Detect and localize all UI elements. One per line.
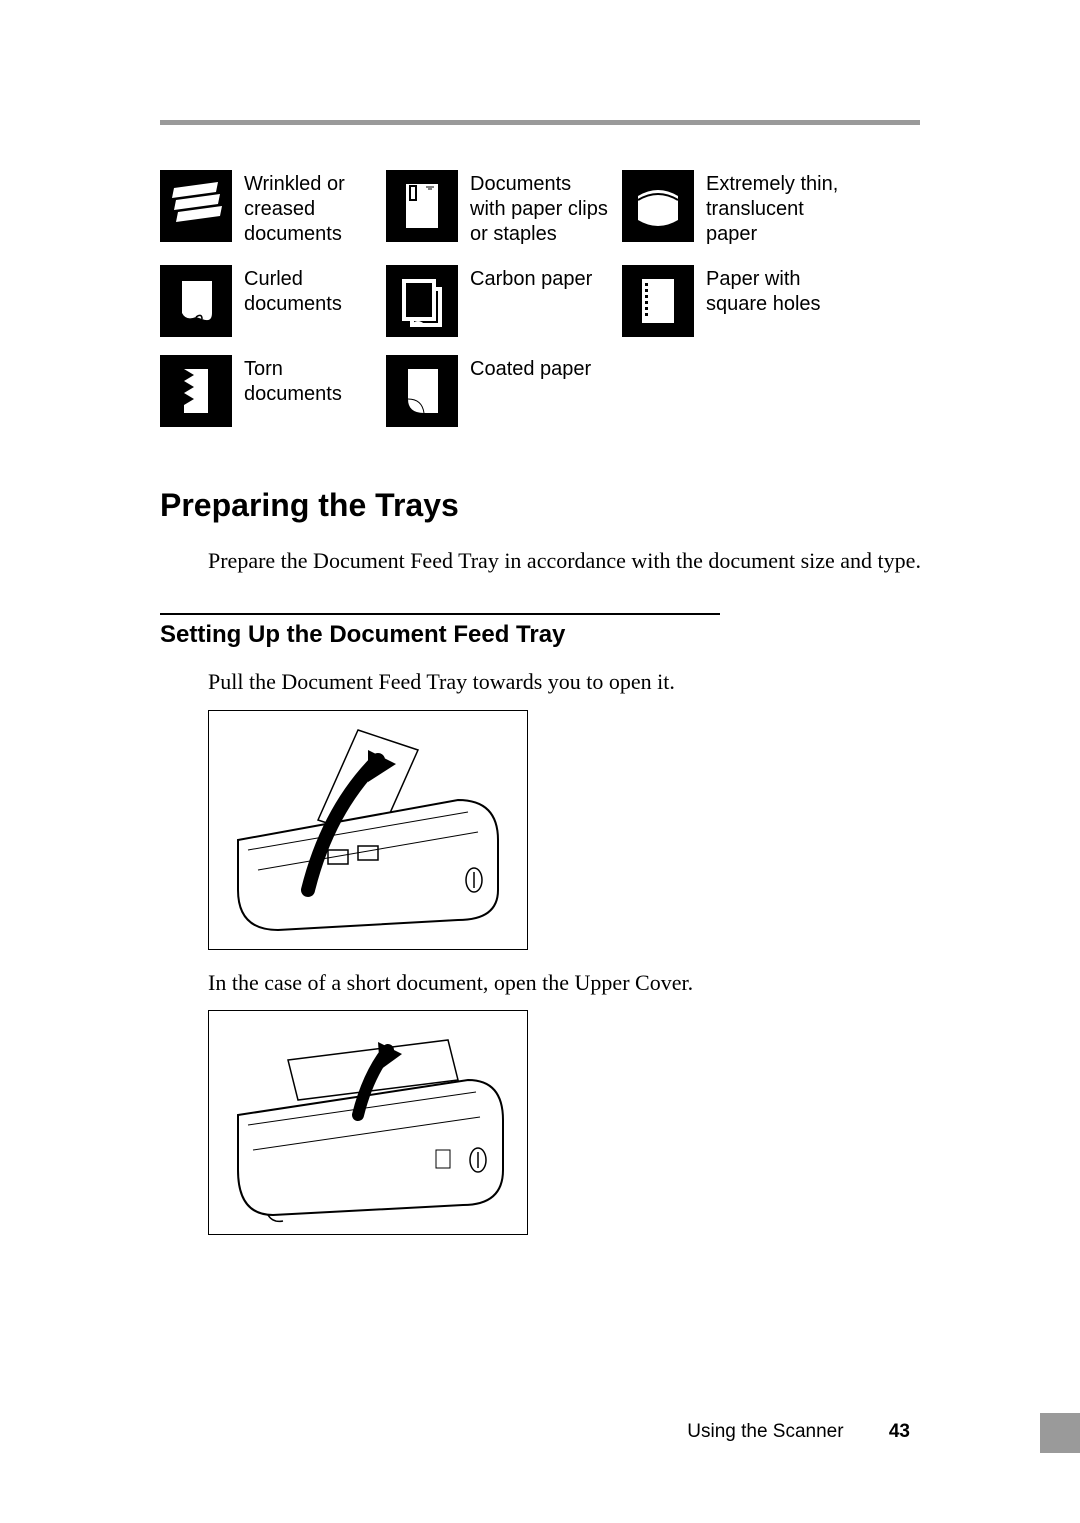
wrinkled-icon — [160, 170, 232, 242]
subsection: Setting Up the Document Feed Tray — [160, 613, 930, 649]
problem-documents-grid: Wrinkled or creased documents Documents … — [160, 170, 930, 427]
step1-text: Pull the Document Feed Tray towards you … — [208, 667, 930, 698]
carbon-icon — [386, 265, 458, 337]
curled-icon — [160, 265, 232, 337]
torn-label: Torn documents — [244, 355, 374, 407]
top-rule — [160, 120, 920, 125]
footer-section: Using the Scanner — [687, 1421, 843, 1442]
coated-icon — [386, 355, 458, 427]
h2-rule — [160, 613, 720, 615]
holes-icon — [622, 265, 694, 337]
holes-label: Paper with square holes — [706, 265, 846, 317]
intro-paragraph: Prepare the Document Feed Tray in accord… — [208, 546, 930, 577]
thin-icon — [622, 170, 694, 242]
figure-open-upper-cover — [208, 1010, 528, 1235]
clips-icon — [386, 170, 458, 242]
figure-open-feed-tray — [208, 710, 528, 950]
torn-icon — [160, 355, 232, 427]
clips-label: Documents with paper clips or staples — [470, 170, 610, 247]
step2-text: In the case of a short document, open th… — [208, 968, 930, 999]
page-footer: Using the Scanner 43 — [687, 1421, 910, 1443]
carbon-label: Carbon paper — [470, 265, 610, 292]
curled-label: Curled documents — [244, 265, 374, 317]
heading-preparing-trays: Preparing the Trays — [160, 487, 930, 524]
wrinkled-label: Wrinkled or creased documents — [244, 170, 374, 247]
thin-label: Extremely thin, translucent paper — [706, 170, 846, 247]
manual-page: Wrinkled or creased documents Documents … — [0, 0, 1080, 1523]
heading-setting-up-tray: Setting Up the Document Feed Tray — [160, 621, 930, 649]
page-edge-tab — [1040, 1413, 1080, 1453]
footer-page-number: 43 — [889, 1421, 910, 1442]
coated-label: Coated paper — [470, 355, 610, 382]
